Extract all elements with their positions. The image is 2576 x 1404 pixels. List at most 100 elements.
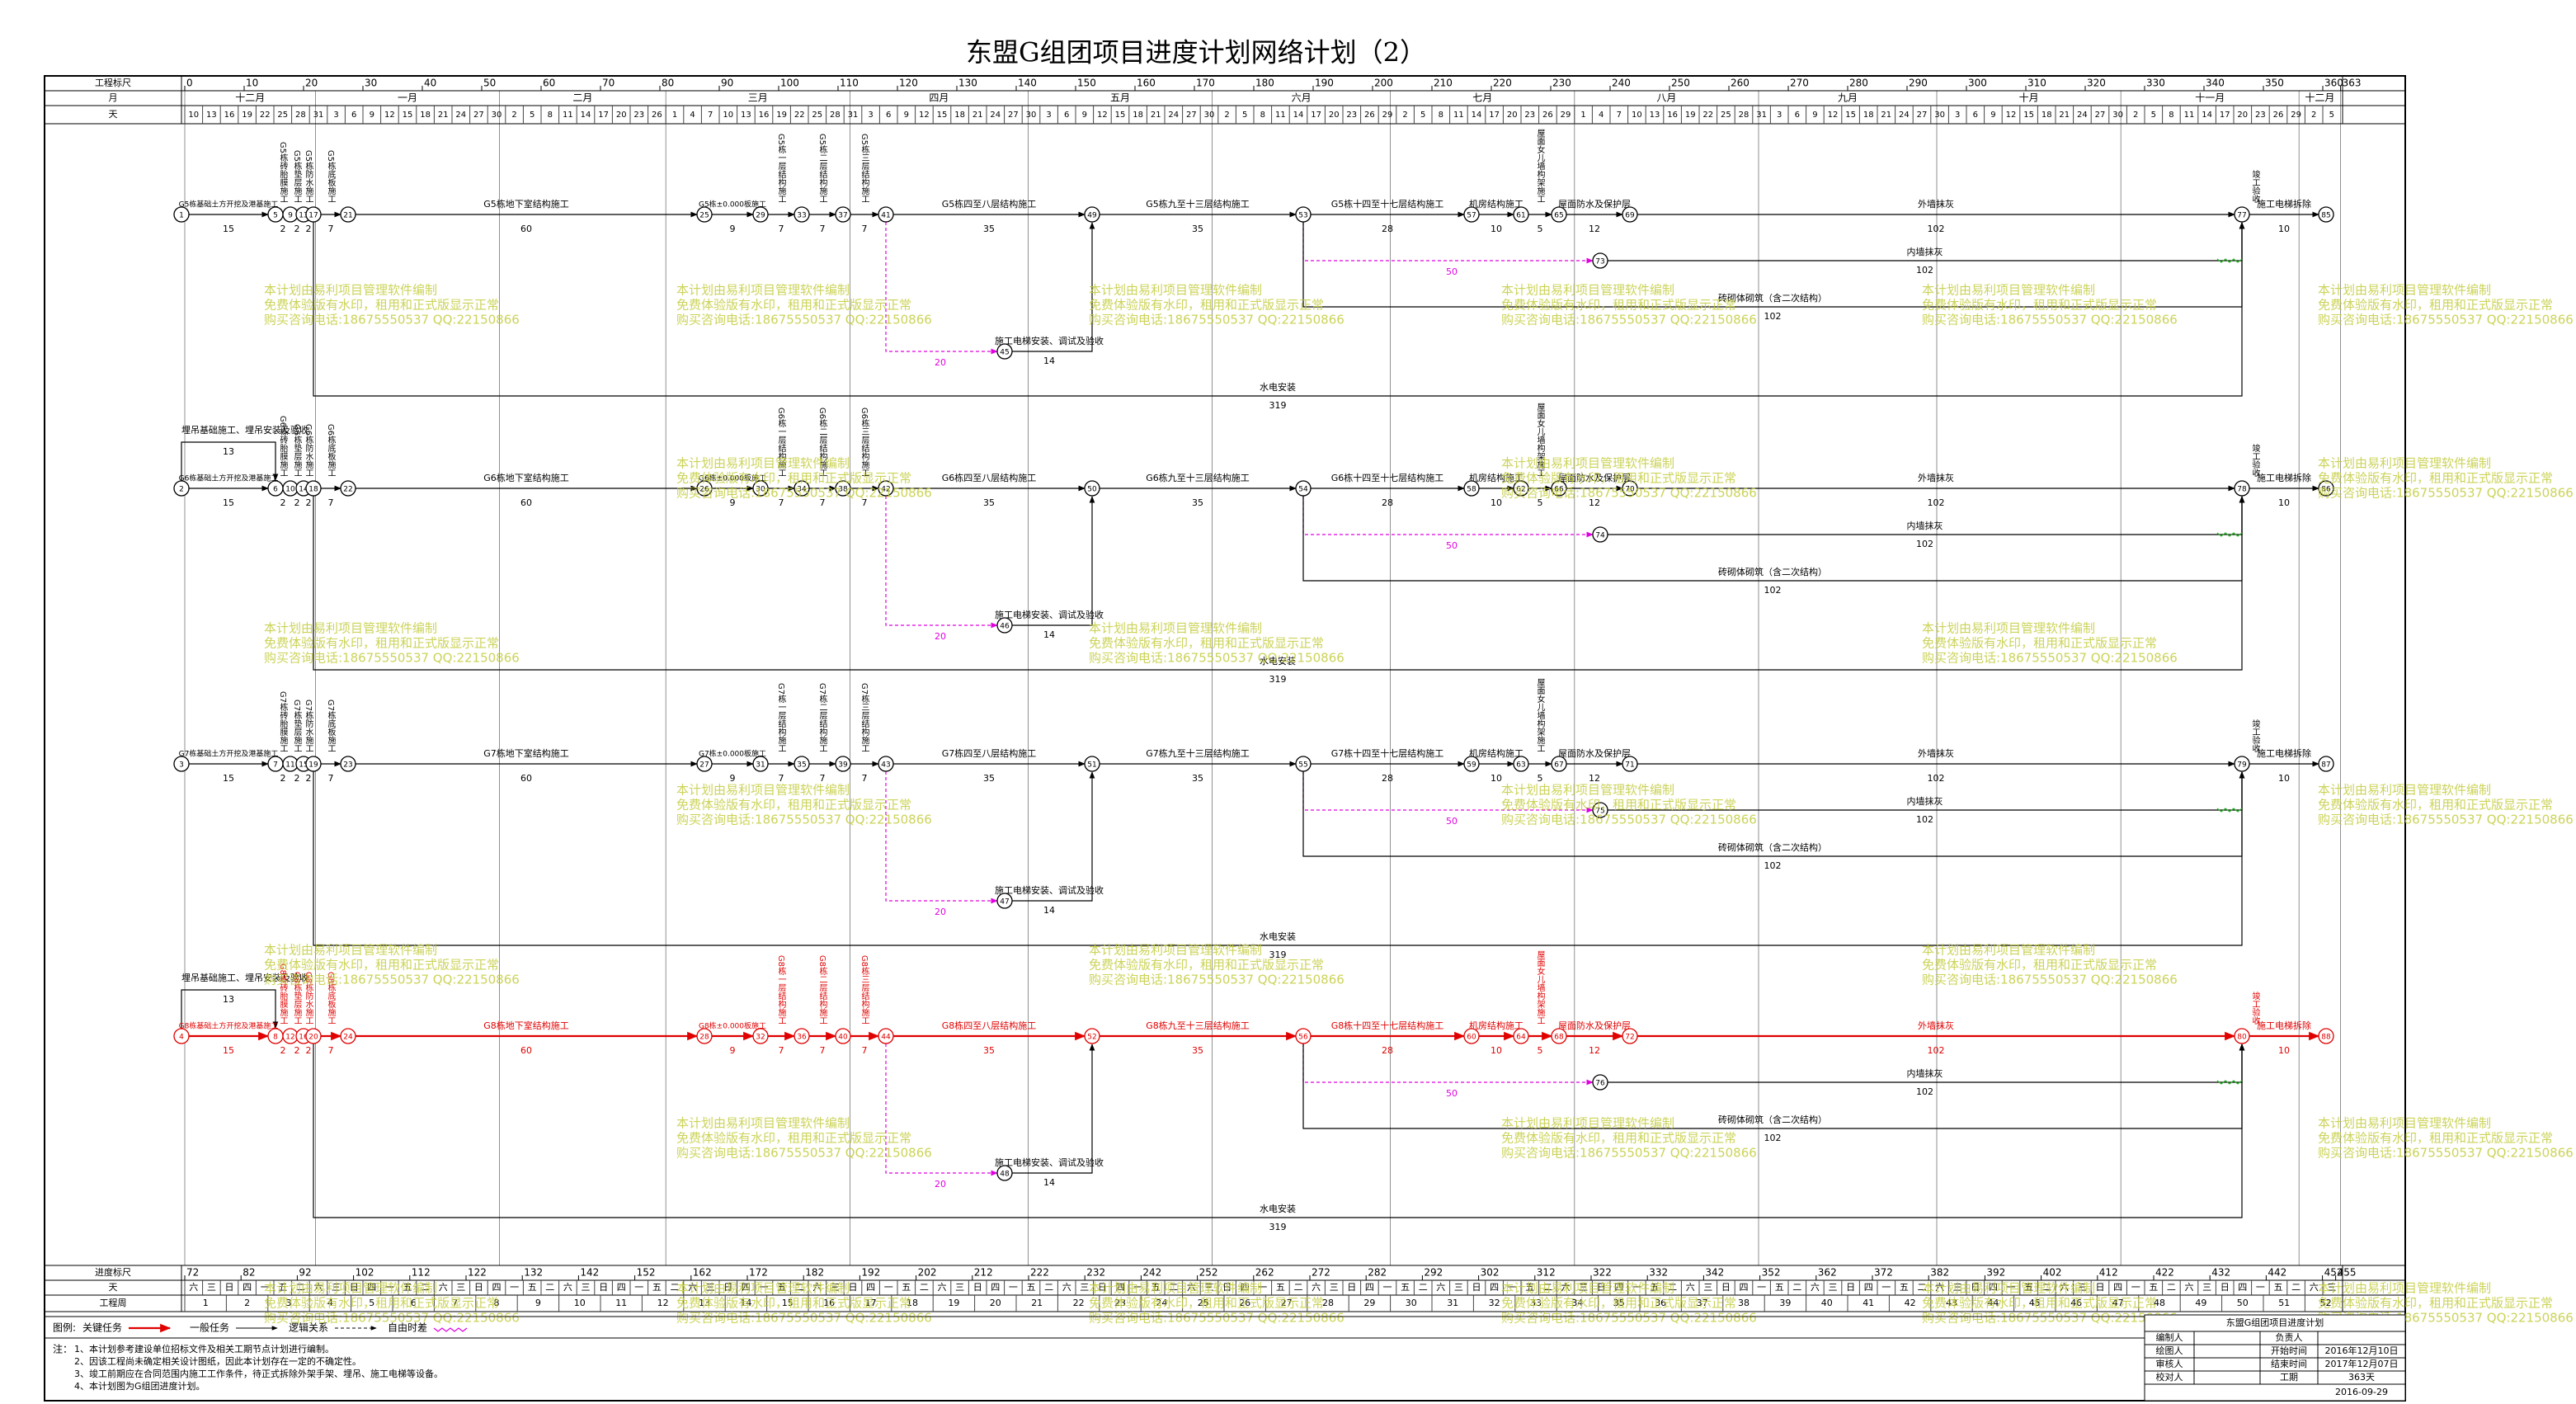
- weekday-label: 一: [1258, 1282, 1267, 1293]
- free-float: [2216, 1080, 2243, 1085]
- node-number: 6: [273, 486, 278, 494]
- node-number: 62: [1516, 486, 1525, 494]
- day-label: 29: [2291, 111, 2301, 120]
- task-label: 埋吊基础施工、埋吊安装及验收: [181, 424, 308, 436]
- task-label: G6栋±0.000板施工: [699, 473, 766, 483]
- ruler-label: 340: [2206, 78, 2225, 89]
- weekday-label: 一: [1508, 1282, 1517, 1293]
- task-label: G6栋地下室结构施工: [483, 472, 569, 483]
- ruler-label: 182: [805, 1267, 824, 1279]
- node-number: 55: [1298, 761, 1307, 770]
- weekday-label: 四: [1989, 1282, 1998, 1293]
- node: [173, 480, 190, 497]
- title-block-cell: 工期: [2280, 1372, 2298, 1383]
- node-number: 42: [881, 486, 890, 494]
- task-duration: 7: [328, 224, 334, 234]
- week-label: 39: [1779, 1298, 1791, 1308]
- weekday-label: 二: [2291, 1282, 2301, 1293]
- task-label: 砖砌体砌筑（含二次结构）: [1718, 292, 1827, 304]
- week-label: 36: [1655, 1298, 1666, 1308]
- day-label: 3: [1955, 111, 1960, 120]
- lag-link: [1302, 1044, 1594, 1086]
- weekday-label: 四: [367, 1282, 376, 1293]
- ruler-label: 20: [305, 78, 318, 89]
- day-label: 28: [830, 111, 841, 120]
- ruler-label: 270: [1790, 78, 1809, 89]
- task-duration: 319: [1269, 400, 1287, 411]
- node-number: 40: [838, 1034, 848, 1042]
- task-label: 屋面女儿墙构架施工: [1535, 129, 1545, 203]
- task-label: 屋面女儿墙构架施工: [1535, 678, 1545, 752]
- lag-link: [885, 496, 998, 629]
- task-label: G6栋底板施工: [326, 424, 336, 477]
- node: [752, 206, 769, 223]
- watermark: 免费体验版有水印，租用和正式版显示正常: [1089, 1296, 1324, 1311]
- watermark: 本计划由易利项目管理软件编制: [2318, 456, 2491, 471]
- week-label: 4: [327, 1298, 333, 1308]
- node: [2318, 480, 2334, 497]
- legend-label: 自由时差: [388, 1322, 427, 1334]
- node-number: 27: [699, 761, 709, 770]
- task-duration: 14: [1043, 1177, 1055, 1188]
- node-number: 3: [179, 761, 184, 770]
- task-duration: 28: [1382, 497, 1393, 508]
- scale-row-label: 进度标尺: [95, 1266, 131, 1278]
- day-label: 31: [1756, 111, 1767, 120]
- weekday-label: 一: [510, 1282, 519, 1293]
- watermark: 免费体验版有水印，租用和正式版显示正常: [2318, 1131, 2553, 1146]
- week-label: 3: [286, 1298, 292, 1308]
- day-label: 18: [420, 111, 431, 120]
- ruler-label: 332: [1649, 1267, 1668, 1279]
- week-label: 38: [1738, 1298, 1750, 1308]
- watermark: 购买咨询电话:18675550537 QQ:22150866: [676, 313, 932, 327]
- month-label: 三月: [748, 92, 768, 104]
- task-label: 机房结构施工: [1469, 472, 1523, 483]
- day-label: 7: [708, 111, 713, 120]
- task-label: G6栋十四至十七层结构施工: [1331, 472, 1444, 483]
- task-arrow: [181, 989, 279, 1029]
- title-block-cell: 审核人: [2156, 1358, 2183, 1369]
- task-duration: 9: [730, 497, 736, 508]
- week-label: 26: [1239, 1298, 1250, 1308]
- lag-duration: 20: [935, 1179, 946, 1190]
- day-label: 8: [548, 111, 553, 120]
- weekday-label: 一: [1632, 1282, 1641, 1293]
- lag-duration: 50: [1446, 540, 1458, 551]
- day-label: 10: [1632, 111, 1642, 120]
- node: [1551, 206, 1567, 223]
- node: [340, 756, 356, 772]
- task-duration: 60: [520, 497, 532, 508]
- day-label: 22: [1702, 111, 1713, 120]
- day-label: 15: [2023, 111, 2034, 120]
- node: [1463, 206, 1480, 223]
- task-duration: 15: [223, 497, 234, 508]
- ruler-label: 280: [1849, 78, 1868, 89]
- node: [1295, 206, 1312, 223]
- weekday-label: 四: [1864, 1282, 1873, 1293]
- weekday-label: 二: [1044, 1282, 1053, 1293]
- node: [794, 756, 810, 772]
- month-label: 五月: [1110, 92, 1130, 104]
- day-label: 31: [848, 111, 859, 120]
- free-float: [2216, 532, 2243, 537]
- task-duration: 2: [306, 773, 312, 784]
- task-label: G7栋砖胎膜施工: [278, 691, 288, 752]
- node-number: 24: [343, 1034, 353, 1042]
- task-label: G6栋垫层施工: [292, 424, 302, 477]
- week-label: 23: [1114, 1298, 1126, 1308]
- task-label: G7栋地下室结构施工: [483, 747, 569, 759]
- watermark: 本计划由易利项目管理软件编制: [1089, 283, 1262, 298]
- weekday-label: 四: [991, 1282, 1000, 1293]
- ruler-label: 190: [1315, 78, 1334, 89]
- weekday-label: 五: [2024, 1282, 2033, 1293]
- week-label: 25: [1198, 1298, 1209, 1308]
- watermark: 免费体验版有水印，租用和正式版显示正常: [1922, 298, 2157, 313]
- task-label: 水电安装: [1260, 381, 1296, 393]
- task-duration: 12: [1589, 224, 1600, 234]
- task-duration: 15: [223, 224, 234, 234]
- ruler-label: 412: [2099, 1267, 2118, 1279]
- watermark: 购买咨询电话:18675550537 QQ:22150866: [1501, 486, 1757, 501]
- ruler-label: 290: [1909, 78, 1928, 89]
- week-label: 16: [823, 1298, 835, 1308]
- day-label: 10: [188, 111, 199, 120]
